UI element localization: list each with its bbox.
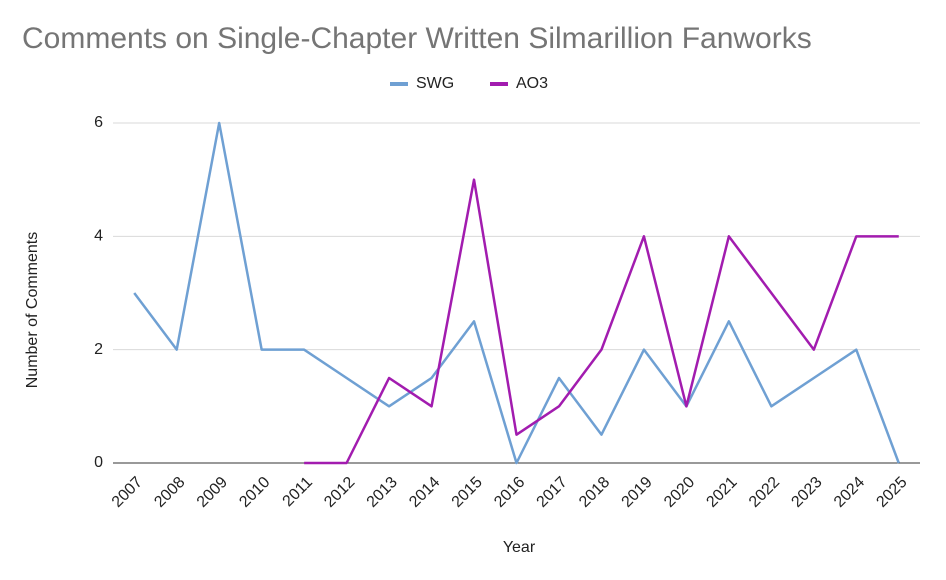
x-tick-label: 2023	[788, 474, 825, 511]
legend-label: AO3	[516, 75, 548, 92]
x-tick-label: 2020	[661, 474, 698, 511]
y-tick-label: 6	[94, 114, 103, 131]
legend-label: SWG	[416, 75, 454, 92]
x-tick-label: 2014	[406, 474, 443, 511]
x-tick-label: 2011	[280, 474, 316, 510]
x-tick-label: 2009	[194, 474, 231, 511]
x-tick-label: 2010	[236, 474, 273, 511]
x-axis-label: Year	[503, 539, 536, 556]
series-line	[133, 121, 900, 465]
chart-title: Comments on Single-Chapter Written Silma…	[22, 22, 812, 55]
x-tick-label: 2012	[321, 474, 358, 511]
x-tick-label: 2016	[491, 474, 528, 511]
x-tick-label: 2025	[873, 474, 910, 511]
x-tick-label: 2018	[576, 474, 613, 511]
y-axis-label: Number of Comments	[24, 232, 41, 389]
x-tick-label: 2008	[151, 474, 188, 511]
x-tick-label: 2013	[364, 474, 401, 511]
y-tick-label: 0	[94, 454, 103, 471]
x-tick-label: 2021	[703, 474, 740, 511]
x-tick-label: 2024	[831, 474, 868, 511]
x-tick-label: 2019	[619, 474, 656, 511]
x-tick-label: 2015	[449, 474, 486, 511]
x-tick-label: 2007	[109, 474, 146, 511]
x-tick-label: 2022	[746, 474, 783, 511]
y-tick-label: 4	[94, 228, 103, 245]
y-tick-label: 2	[94, 341, 103, 358]
series-line	[304, 178, 899, 465]
x-tick-label: 2017	[534, 474, 571, 511]
